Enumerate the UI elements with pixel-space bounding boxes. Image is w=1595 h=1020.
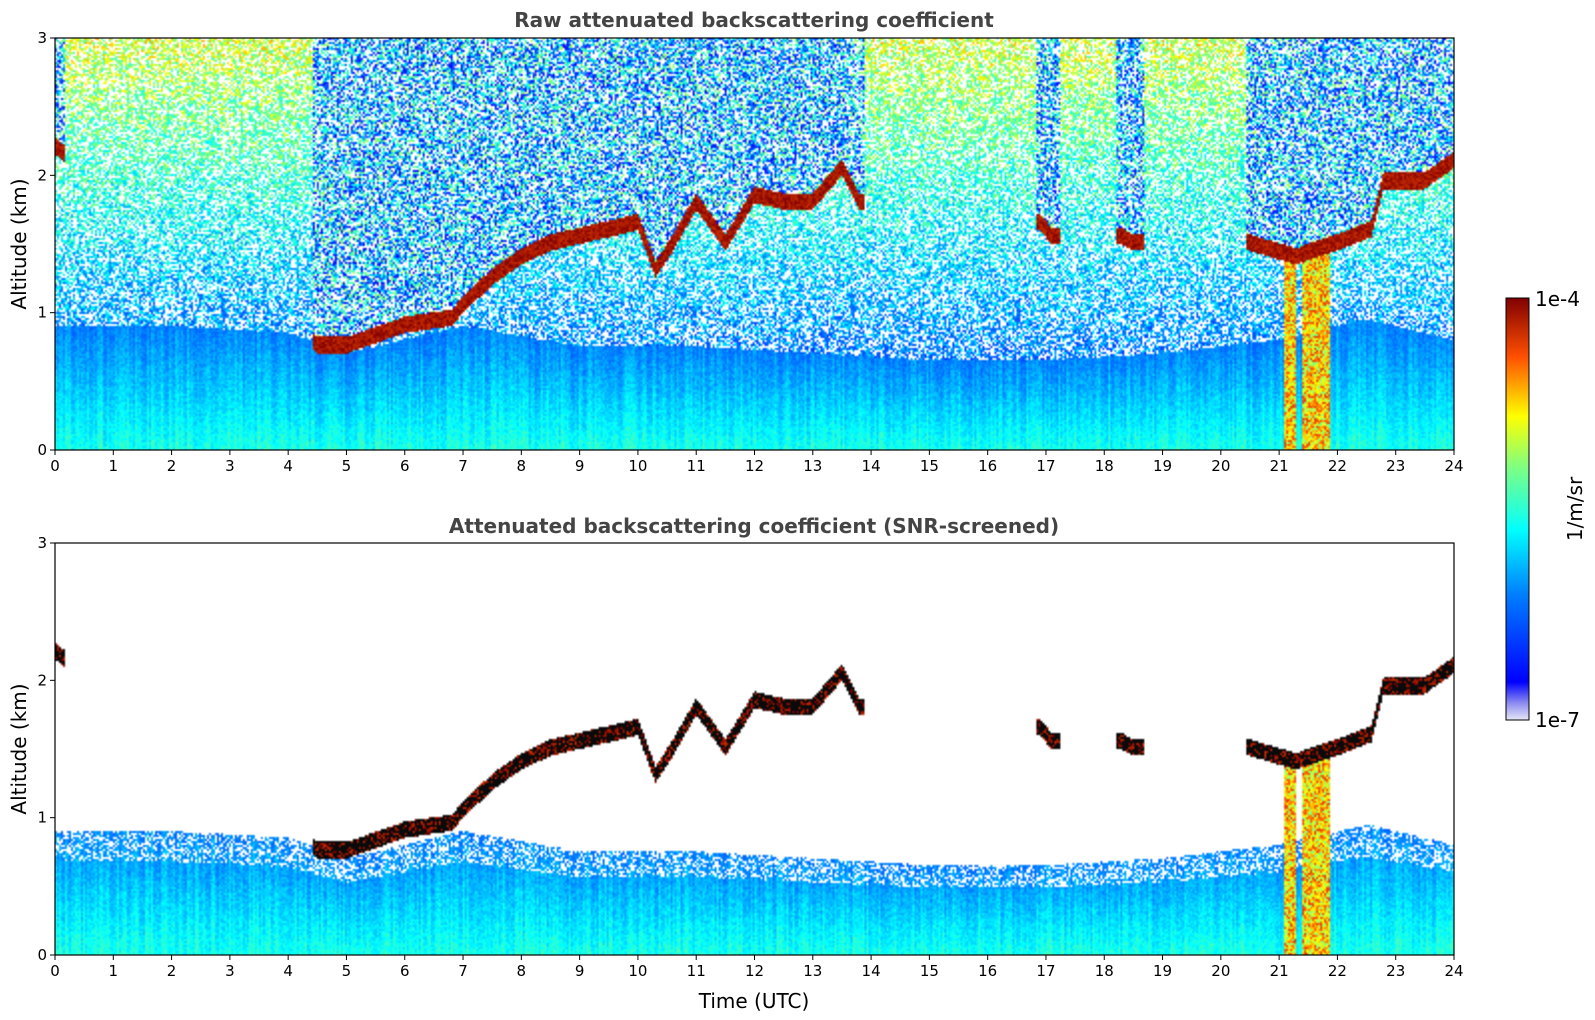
- x-tick-label: 16: [978, 962, 997, 980]
- x-tick-label: 18: [1095, 962, 1114, 980]
- x-tick-label: 16: [978, 457, 997, 475]
- x-tick-label: 0: [50, 457, 60, 475]
- panel-screened-heatmap-image: [55, 543, 1454, 955]
- x-tick-label: 1: [109, 457, 119, 475]
- y-tick-label: 1: [37, 809, 47, 827]
- x-tick-label: 10: [628, 962, 647, 980]
- x-tick-label: 15: [920, 457, 939, 475]
- panel-screened-xlabel: Time (UTC): [698, 989, 810, 1013]
- panel-screened-heatmap: [55, 543, 1454, 955]
- panel-raw-title: Raw attenuated backscattering coefficien…: [514, 8, 994, 32]
- x-tick-label: 0: [50, 962, 60, 980]
- panel-screened-ylabel: Altitude (km): [7, 683, 31, 814]
- panel-raw-heatmap: [55, 38, 1454, 450]
- x-tick-label: 2: [167, 962, 177, 980]
- x-tick-label: 4: [283, 457, 293, 475]
- y-tick-label: 2: [37, 166, 47, 184]
- x-tick-label: 3: [225, 962, 235, 980]
- x-tick-label: 12: [745, 962, 764, 980]
- colorbar-max-label: 1e-4: [1535, 287, 1580, 311]
- y-tick-label: 2: [37, 671, 47, 689]
- x-tick-label: 21: [1270, 457, 1289, 475]
- x-tick-label: 6: [400, 457, 410, 475]
- x-tick-label: 1: [109, 962, 119, 980]
- x-tick-label: 22: [1328, 457, 1347, 475]
- y-tick-label: 0: [37, 946, 47, 964]
- panel-raw: Raw attenuated backscattering coefficien…: [7, 8, 1464, 475]
- x-tick-label: 13: [803, 457, 822, 475]
- x-tick-label: 23: [1386, 457, 1405, 475]
- x-tick-label: 7: [458, 962, 468, 980]
- x-tick-label: 11: [687, 962, 706, 980]
- y-tick-label: 0: [37, 441, 47, 459]
- y-tick-label: 3: [37, 534, 47, 552]
- x-tick-label: 3: [225, 457, 235, 475]
- y-tick-label: 3: [37, 29, 47, 47]
- x-tick-label: 21: [1270, 962, 1289, 980]
- x-tick-label: 22: [1328, 962, 1347, 980]
- x-tick-label: 24: [1444, 457, 1463, 475]
- x-tick-label: 14: [862, 457, 881, 475]
- colorbar-gradient: [1505, 297, 1530, 721]
- x-tick-label: 8: [517, 962, 527, 980]
- x-tick-label: 23: [1386, 962, 1405, 980]
- x-tick-label: 6: [400, 962, 410, 980]
- panel-raw-ylabel: Altitude (km): [7, 178, 31, 309]
- x-tick-label: 4: [283, 962, 293, 980]
- panel-screened-axes: 0 1 2 3 4 5 6 7 8 9 10 11 12 13 14 15 16 17 18 19 20 21 22 23 24…: [37, 534, 1463, 980]
- x-tick-label: 19: [1153, 457, 1172, 475]
- x-tick-label: 24: [1444, 962, 1463, 980]
- x-tick-label: 20: [1211, 962, 1230, 980]
- panel-raw-heatmap-image: [55, 38, 1454, 450]
- x-tick-label: 9: [575, 962, 585, 980]
- x-tick-label: 12: [745, 457, 764, 475]
- x-tick-label: 2: [167, 457, 177, 475]
- x-tick-label: 18: [1095, 457, 1114, 475]
- x-tick-label: 11: [687, 457, 706, 475]
- x-tick-label: 17: [1036, 457, 1055, 475]
- panel-screened: Attenuated backscattering coefficient (S…: [7, 514, 1464, 1013]
- x-tick-label: 17: [1036, 962, 1055, 980]
- x-tick-label: 5: [342, 457, 352, 475]
- x-tick-label: 15: [920, 962, 939, 980]
- x-tick-label: 20: [1211, 457, 1230, 475]
- x-tick-label: 7: [458, 457, 468, 475]
- y-tick-label: 1: [37, 304, 47, 322]
- panel-screened-title: Attenuated backscattering coefficient (S…: [449, 514, 1059, 538]
- x-tick-label: 10: [628, 457, 647, 475]
- x-tick-label: 8: [517, 457, 527, 475]
- x-tick-label: 19: [1153, 962, 1172, 980]
- colorbar: 1e-4 1e-7 1/m/sr: [1505, 287, 1587, 732]
- colorbar-min-label: 1e-7: [1535, 708, 1580, 732]
- x-tick-label: 14: [862, 962, 881, 980]
- x-tick-label: 9: [575, 457, 585, 475]
- x-tick-label: 5: [342, 962, 352, 980]
- panel-raw-axes: 0 1 2 3 4 5 6 7 8 9 10 11 12 13 14 15 16 17 18 19 20 21 22 23 24…: [37, 29, 1463, 475]
- x-tick-label: 13: [803, 962, 822, 980]
- colorbar-label: 1/m/sr: [1563, 476, 1587, 541]
